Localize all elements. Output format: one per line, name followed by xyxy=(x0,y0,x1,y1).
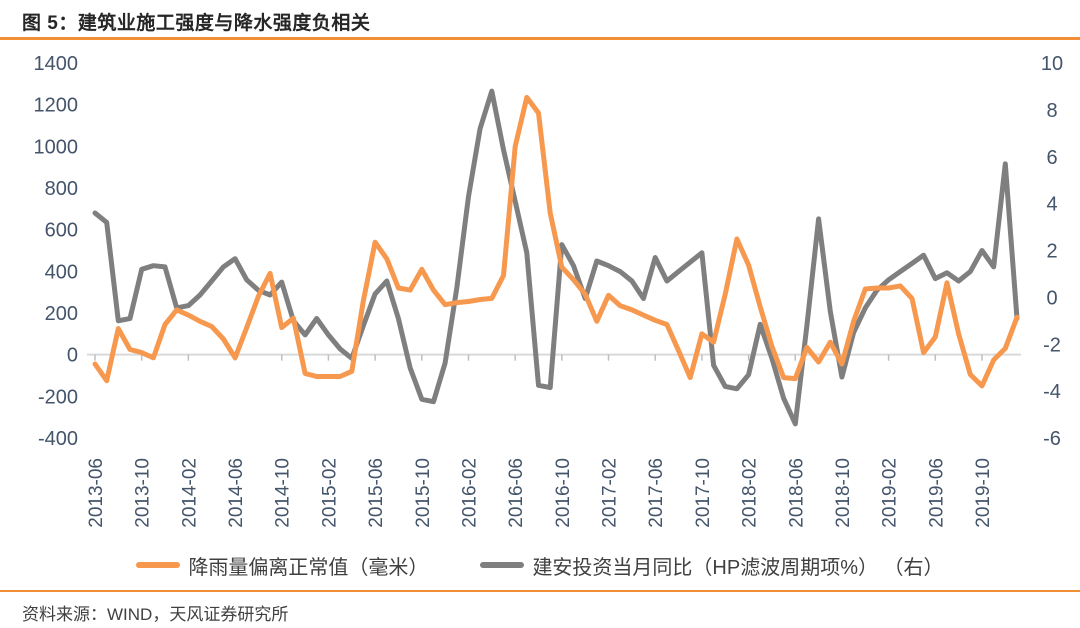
svg-text:2016-06: 2016-06 xyxy=(506,458,527,528)
svg-text:0: 0 xyxy=(67,345,78,367)
chart-canvas: 1400120010008006004002000-200-4001086420… xyxy=(34,53,1064,528)
svg-text:2: 2 xyxy=(1046,241,1057,263)
svg-text:-2: -2 xyxy=(1043,334,1061,356)
svg-text:0: 0 xyxy=(1046,287,1057,309)
svg-text:400: 400 xyxy=(45,261,78,283)
svg-text:2017-06: 2017-06 xyxy=(646,458,667,528)
svg-text:6: 6 xyxy=(1046,147,1057,169)
svg-text:-4: -4 xyxy=(1043,381,1061,403)
source-note: 资料来源：WIND，天风证券研究所 xyxy=(22,605,289,624)
svg-text:1200: 1200 xyxy=(34,95,79,117)
svg-text:2019-06: 2019-06 xyxy=(926,458,947,528)
svg-text:2018-06: 2018-06 xyxy=(786,458,807,528)
svg-text:200: 200 xyxy=(45,303,78,325)
svg-text:2017-02: 2017-02 xyxy=(600,458,621,528)
svg-text:10: 10 xyxy=(1041,53,1063,75)
svg-text:4: 4 xyxy=(1046,194,1057,216)
svg-text:-400: -400 xyxy=(38,428,78,450)
source-divider-rule xyxy=(0,590,1080,592)
legend-item-investment: 建安投资当月同比（HP滤波周期项%） （右） xyxy=(480,551,944,580)
svg-text:2016-02: 2016-02 xyxy=(459,458,480,528)
legend-item-rainfall: 降雨量偏离正常值（毫米） xyxy=(136,551,428,580)
svg-text:2018-10: 2018-10 xyxy=(833,458,854,528)
svg-text:-6: -6 xyxy=(1043,428,1061,450)
title-divider-rule xyxy=(0,37,1080,40)
rainfall-series-swatch xyxy=(136,562,181,568)
svg-text:1000: 1000 xyxy=(34,136,79,158)
svg-text:2015-10: 2015-10 xyxy=(413,458,434,528)
investment-series-label: 建安投资当月同比（HP滤波周期项%） （右） xyxy=(532,556,944,579)
figure-title: 图 5：建筑业施工强度与降水强度负相关 xyxy=(22,13,371,34)
svg-text:2014-10: 2014-10 xyxy=(273,458,294,528)
svg-text:1400: 1400 xyxy=(34,53,79,75)
svg-text:2016-10: 2016-10 xyxy=(553,458,574,528)
svg-text:2019-10: 2019-10 xyxy=(973,458,994,528)
svg-text:2015-02: 2015-02 xyxy=(319,458,340,528)
investment-series-swatch xyxy=(480,562,525,568)
chart-legend: 降雨量偏离正常值（毫米） 建安投资当月同比（HP滤波周期项%） （右） xyxy=(0,548,1080,582)
svg-text:-200: -200 xyxy=(38,386,78,408)
svg-text:600: 600 xyxy=(45,220,78,242)
svg-text:2013-10: 2013-10 xyxy=(133,458,154,528)
svg-text:2018-02: 2018-02 xyxy=(740,458,761,528)
svg-text:2015-06: 2015-06 xyxy=(366,458,387,528)
svg-text:800: 800 xyxy=(45,178,78,200)
svg-text:2014-02: 2014-02 xyxy=(179,458,200,528)
rainfall-series-label: 降雨量偏离正常值（毫米） xyxy=(188,556,429,579)
svg-text:2013-06: 2013-06 xyxy=(86,458,107,528)
svg-text:2014-06: 2014-06 xyxy=(226,458,247,528)
svg-text:8: 8 xyxy=(1046,100,1057,122)
svg-text:2019-02: 2019-02 xyxy=(880,458,901,528)
chart-area: 1400 1200 1000 800 600 400 200 0 -200 -400 10 8 6 4 2 0… xyxy=(0,40,1080,545)
svg-text:2017-10: 2017-10 xyxy=(693,458,714,528)
